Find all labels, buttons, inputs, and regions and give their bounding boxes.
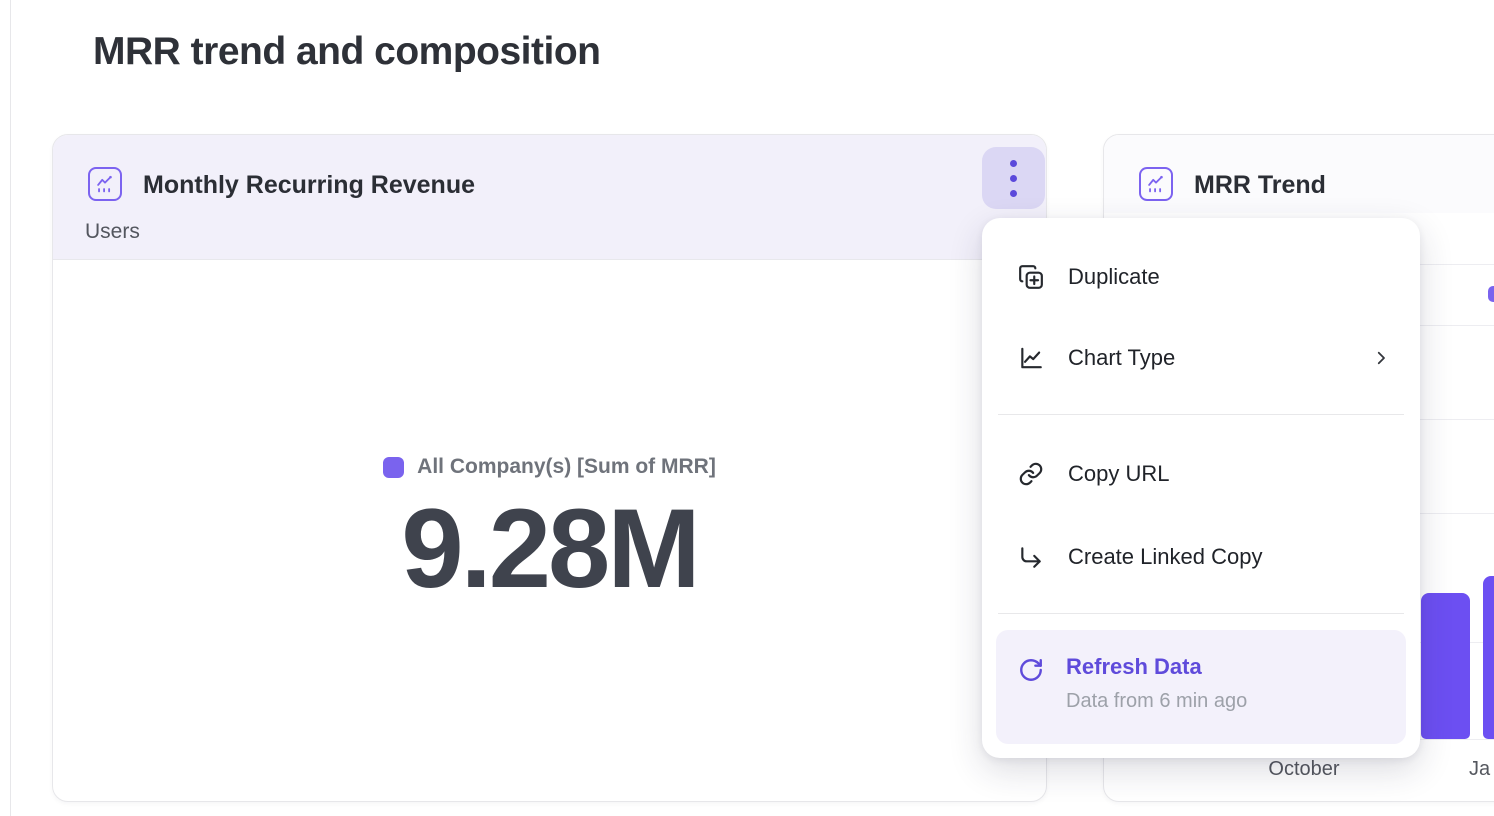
bar-december[interactable] xyxy=(1421,593,1470,739)
chart-widget-icon xyxy=(1139,167,1173,201)
mrr-kpi-card: Monthly Recurring Revenue Users All Comp… xyxy=(52,134,1047,802)
x-tick-january: Ja xyxy=(1469,758,1491,780)
menu-item-label: Chart Type xyxy=(1068,345,1176,370)
widget-menu-button[interactable] xyxy=(982,147,1045,209)
menu-divider xyxy=(998,414,1404,415)
menu-item-refresh-data[interactable]: Refresh Data Data from 6 min ago xyxy=(996,630,1406,744)
menu-item-label: Duplicate xyxy=(1068,264,1160,289)
refresh-texts: Refresh Data Data from 6 min ago xyxy=(1066,654,1247,713)
x-tick-october: October xyxy=(1268,758,1340,780)
corner-down-right-icon xyxy=(1018,544,1044,570)
refresh-icon xyxy=(1018,657,1044,683)
left-edge-rule xyxy=(10,0,11,816)
kebab-dot xyxy=(1010,189,1017,197)
chevron-right-icon xyxy=(1372,349,1390,367)
menu-item-duplicate[interactable]: Duplicate xyxy=(998,253,1404,301)
bar-january[interactable] xyxy=(1483,576,1494,739)
kpi-body: All Company(s) [Sum of MRR] 9.28M xyxy=(53,259,1046,801)
card-title: Monthly Recurring Revenue xyxy=(143,171,475,199)
legend-label: All Company(s) [Sum of MRR] xyxy=(417,455,716,478)
page-title: MRR trend and composition xyxy=(93,30,601,73)
menu-item-label: Copy URL xyxy=(1068,461,1170,486)
menu-item-chart-type[interactable]: Chart Type xyxy=(998,334,1404,382)
kebab-dot xyxy=(1010,174,1017,182)
kpi-legend: All Company(s) [Sum of MRR] xyxy=(383,455,716,479)
card-title: MRR Trend xyxy=(1194,171,1326,199)
menu-item-copy-url[interactable]: Copy URL xyxy=(998,450,1404,498)
menu-divider xyxy=(998,613,1404,614)
legend-swatch xyxy=(383,456,405,478)
mrr-trend-card-header: MRR Trend xyxy=(1104,135,1494,213)
mrr-kpi-card-header: Monthly Recurring Revenue Users xyxy=(53,135,1046,260)
duplicate-icon xyxy=(1018,264,1044,290)
widget-context-menu: Duplicate Chart Type xyxy=(982,218,1420,758)
refresh-label: Refresh Data xyxy=(1066,654,1202,679)
menu-item-create-linked-copy[interactable]: Create Linked Copy xyxy=(998,533,1404,581)
card-subtitle: Users xyxy=(85,220,140,243)
chart-type-icon xyxy=(1018,345,1044,371)
kpi-value: 9.28M xyxy=(401,486,700,611)
link-icon xyxy=(1018,461,1044,487)
menu-item-label: Create Linked Copy xyxy=(1068,544,1263,569)
trend-legend-swatch xyxy=(1488,286,1494,302)
refresh-freshness-text: Data from 6 min ago xyxy=(1066,690,1248,712)
chart-widget-icon xyxy=(88,167,122,201)
kebab-dot xyxy=(1010,159,1017,167)
